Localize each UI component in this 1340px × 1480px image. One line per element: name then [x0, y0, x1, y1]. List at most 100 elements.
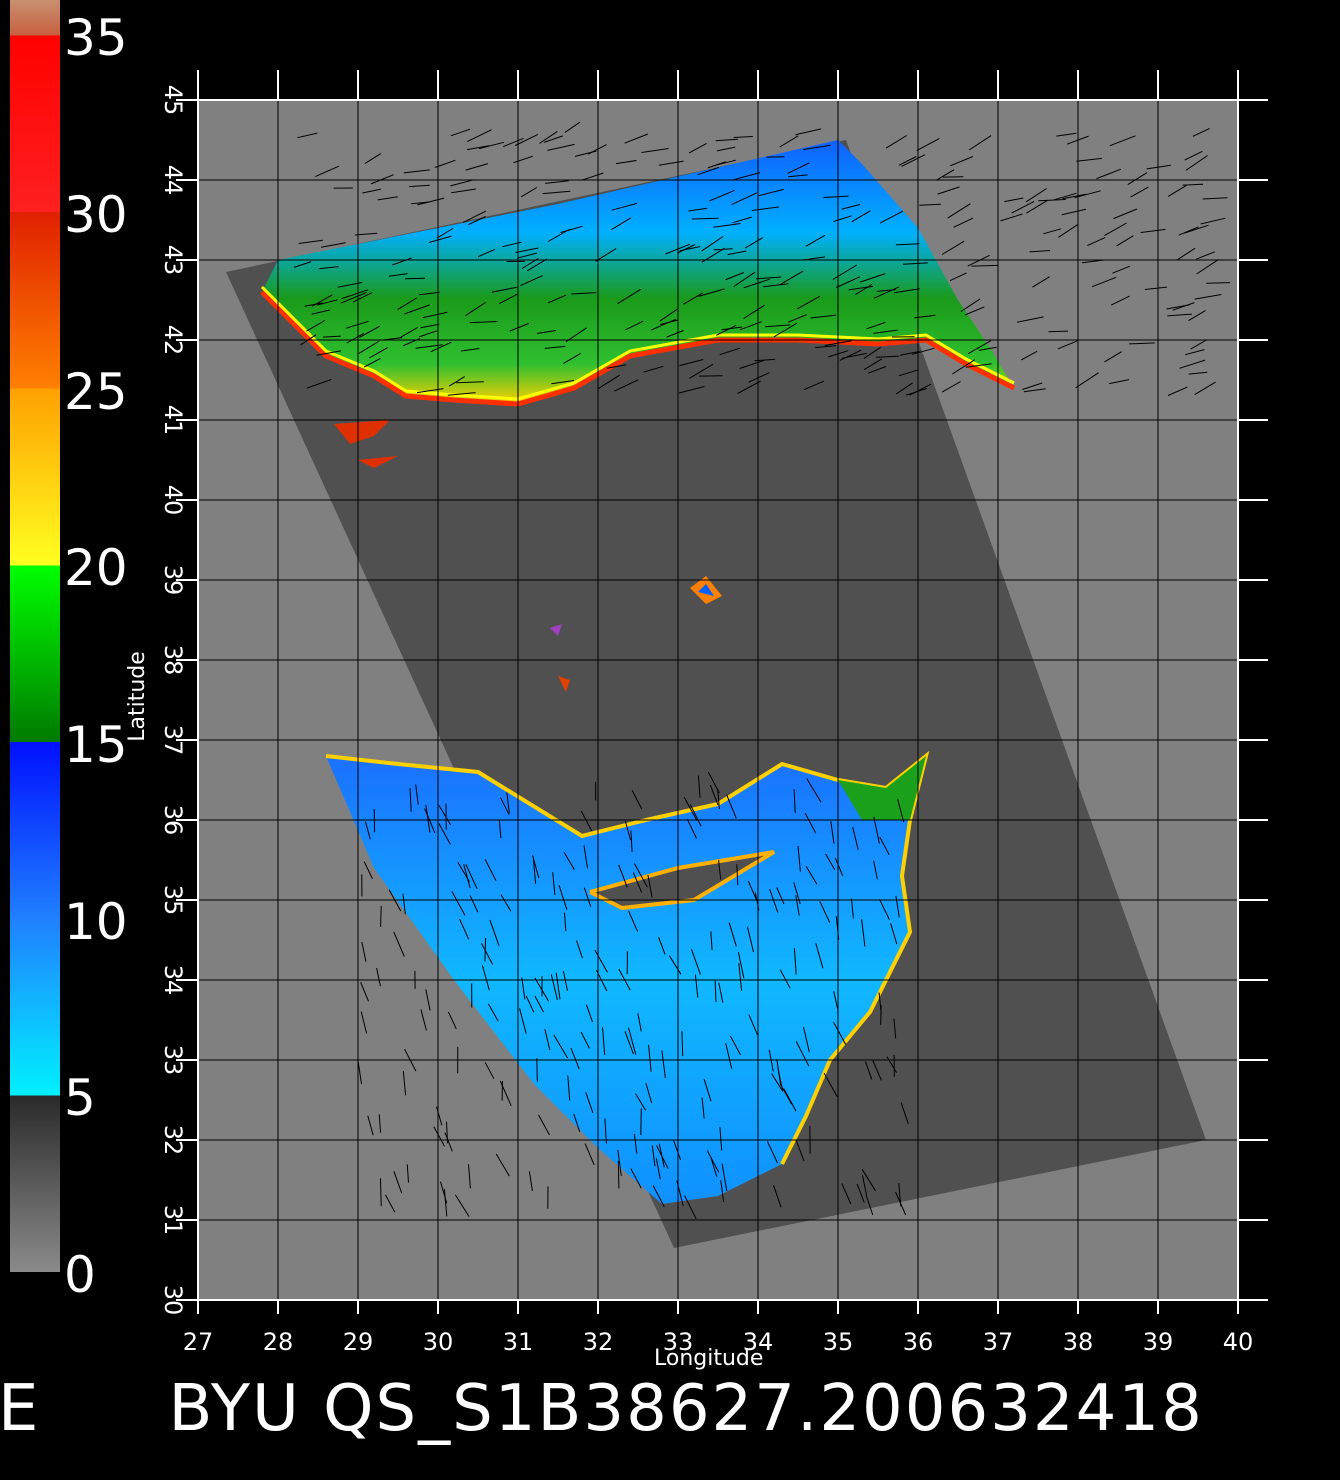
wind-barb: [420, 1009, 427, 1031]
wind-barb: [315, 165, 340, 178]
wind-barb: [898, 156, 917, 166]
wind-barb: [1104, 351, 1122, 363]
wind-barb: [402, 1071, 407, 1096]
wind-barb: [713, 248, 733, 251]
wind-barb: [710, 1157, 718, 1178]
y-tick-label: 30: [159, 1285, 187, 1316]
wind-barb: [385, 1194, 396, 1213]
wind-barb: [661, 1050, 666, 1079]
x-tick-label: 34: [743, 1328, 774, 1356]
wind-barb: [748, 372, 770, 383]
wind-barb: [953, 217, 974, 228]
wind-barb: [797, 295, 821, 310]
wind-barb: [513, 155, 534, 164]
wind-barbs: [293, 121, 1231, 1220]
wind-barb: [1188, 371, 1208, 375]
wind-barb: [448, 376, 465, 387]
colorbar-tick-label: 35: [64, 9, 128, 68]
wind-barb: [803, 144, 831, 150]
wind-barb: [611, 202, 638, 211]
wind-barb: [701, 1097, 705, 1119]
wind-barb: [364, 821, 371, 840]
wind-barb: [1029, 250, 1051, 253]
wind-barb: [1057, 339, 1079, 350]
wind-barb: [547, 143, 575, 151]
wind-barb: [618, 864, 628, 888]
wind-barb: [420, 323, 440, 329]
wind-barb: [686, 818, 697, 839]
y-tick-label: 36: [159, 805, 187, 836]
wind-barb: [316, 299, 338, 306]
wind-barb: [679, 359, 704, 367]
y-tick-label: 40: [159, 485, 187, 516]
wind-barb: [500, 797, 510, 815]
wind-barb: [617, 1160, 620, 1189]
wind-barb: [823, 195, 849, 198]
wind-barb: [737, 951, 745, 979]
wind-barb: [380, 1178, 382, 1207]
wind-barb: [1074, 190, 1101, 199]
wind-barb: [738, 963, 743, 991]
wind-barb: [758, 188, 784, 197]
wind-barb: [1113, 208, 1138, 220]
wind-barb: [311, 294, 333, 307]
wind-barb: [425, 804, 431, 833]
wind-barb: [415, 784, 419, 805]
wind-barb: [739, 359, 765, 369]
wind-barb: [570, 1048, 580, 1070]
wind-barb: [487, 1003, 499, 1022]
wind-barb: [697, 775, 701, 798]
wind-barb: [776, 1059, 782, 1086]
wind-barb: [964, 306, 985, 316]
wind-barb: [499, 293, 519, 305]
wind-barb: [733, 172, 761, 181]
wind-barb: [617, 288, 642, 305]
wind-barb: [393, 1171, 403, 1194]
wind-barb: [1062, 193, 1086, 200]
wind-barb: [878, 992, 882, 1015]
wind-barb: [558, 885, 568, 910]
wind-barb: [376, 967, 381, 987]
wind-barb: [454, 1194, 470, 1217]
wind-barb: [725, 272, 744, 281]
wind-barb: [678, 386, 705, 394]
wind-barb: [787, 162, 810, 174]
wind-barb: [1075, 372, 1099, 389]
wind-barb: [960, 298, 981, 312]
wind-barb: [545, 180, 569, 184]
wind-barb: [465, 302, 486, 317]
wind-barb: [1112, 265, 1131, 274]
wind-barb: [525, 995, 535, 1013]
wind-barb: [436, 228, 454, 239]
wind-barb: [358, 340, 380, 354]
wind-barb: [551, 380, 575, 385]
wind-barb: [536, 330, 557, 334]
wind-barb: [900, 351, 920, 356]
wind-barb: [362, 188, 382, 194]
wind-barb: [1190, 339, 1207, 350]
wind-barb: [726, 794, 737, 819]
wind-barb: [876, 289, 896, 292]
lake-small: [550, 624, 562, 636]
y-tick-label: 45: [159, 85, 187, 116]
wind-barb: [602, 1027, 606, 1055]
wind-barb: [587, 144, 607, 155]
wind-barb: [804, 380, 825, 391]
image-title: E BYU QS_S1B38627.200632418: [0, 1372, 1204, 1446]
wind-barb: [919, 203, 941, 206]
wind-barb: [567, 1075, 571, 1101]
wind-barb: [1004, 197, 1024, 203]
wind-barb: [694, 974, 699, 998]
wind-barb: [630, 830, 633, 852]
wind-barb: [787, 314, 807, 323]
y-tick-label: 34: [159, 965, 187, 996]
wind-barb: [873, 329, 898, 334]
wind-barb: [357, 1062, 362, 1085]
wind-barb: [651, 1145, 656, 1167]
wind-barb: [743, 278, 770, 289]
wind-barb: [810, 314, 836, 319]
wind-barb: [583, 845, 588, 869]
wind-barb: [576, 940, 583, 959]
wind-barb: [703, 1079, 712, 1102]
